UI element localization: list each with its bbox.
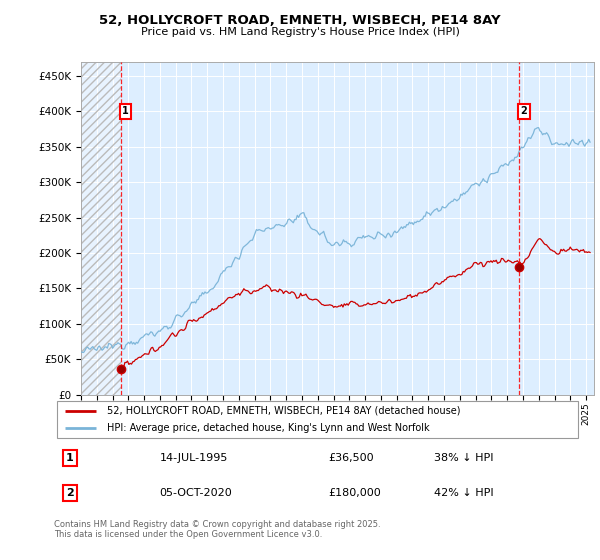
Text: Price paid vs. HM Land Registry's House Price Index (HPI): Price paid vs. HM Land Registry's House … <box>140 27 460 37</box>
Text: 52, HOLLYCROFT ROAD, EMNETH, WISBECH, PE14 8AY (detached house): 52, HOLLYCROFT ROAD, EMNETH, WISBECH, PE… <box>107 405 460 416</box>
Text: 38% ↓ HPI: 38% ↓ HPI <box>434 453 494 463</box>
Text: 1: 1 <box>66 453 74 463</box>
Text: Contains HM Land Registry data © Crown copyright and database right 2025.
This d: Contains HM Land Registry data © Crown c… <box>54 520 380 539</box>
Text: 05-OCT-2020: 05-OCT-2020 <box>160 488 232 498</box>
FancyBboxPatch shape <box>56 402 578 437</box>
Text: 1: 1 <box>122 106 129 116</box>
Text: 52, HOLLYCROFT ROAD, EMNETH, WISBECH, PE14 8AY: 52, HOLLYCROFT ROAD, EMNETH, WISBECH, PE… <box>99 14 501 27</box>
Bar <box>81 62 121 395</box>
Text: £36,500: £36,500 <box>329 453 374 463</box>
Bar <box>81 62 121 395</box>
Text: £180,000: £180,000 <box>329 488 382 498</box>
Text: 42% ↓ HPI: 42% ↓ HPI <box>434 488 494 498</box>
Text: HPI: Average price, detached house, King's Lynn and West Norfolk: HPI: Average price, detached house, King… <box>107 423 430 433</box>
Text: 2: 2 <box>66 488 74 498</box>
Text: 2: 2 <box>521 106 527 116</box>
Text: 14-JUL-1995: 14-JUL-1995 <box>160 453 228 463</box>
